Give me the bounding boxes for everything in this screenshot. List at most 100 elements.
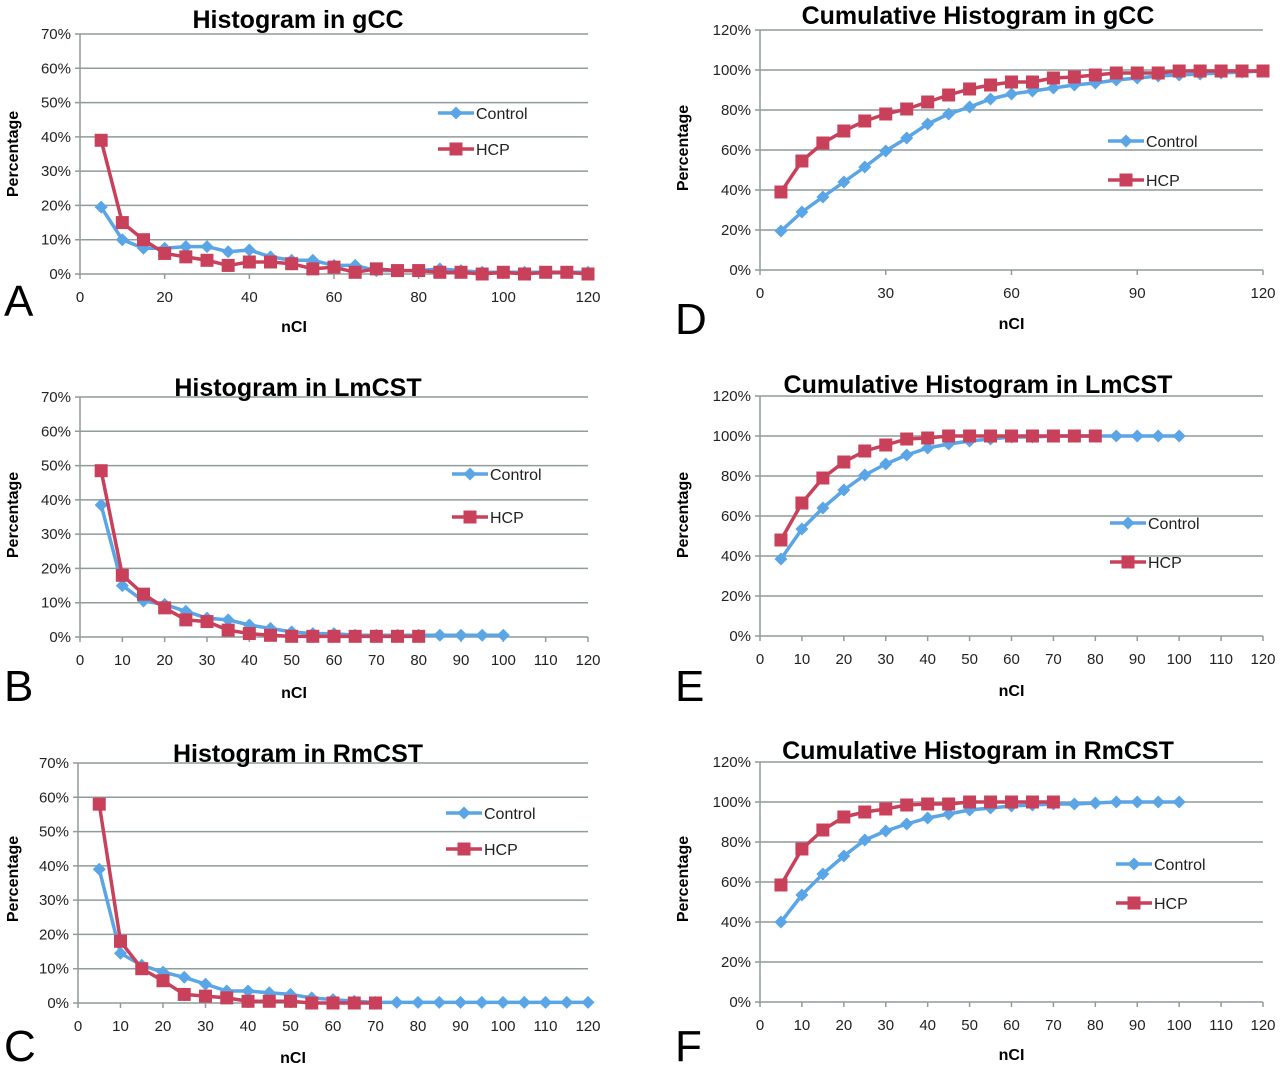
x-tick-label: 100 bbox=[490, 1018, 515, 1035]
x-tick-label: 50 bbox=[961, 651, 978, 668]
data-point-control bbox=[963, 100, 977, 114]
y-tick-label: 120% bbox=[713, 388, 751, 405]
y-tick-label: 60% bbox=[41, 423, 71, 440]
data-point-hcp bbox=[1193, 64, 1207, 78]
data-point-control bbox=[517, 995, 531, 1009]
x-tick-label: 50 bbox=[283, 652, 300, 669]
data-point-hcp bbox=[774, 533, 788, 547]
series-hcp bbox=[94, 464, 426, 643]
y-tick-label: 80% bbox=[721, 468, 751, 485]
series-hcp bbox=[94, 133, 595, 281]
data-point-hcp bbox=[327, 629, 341, 643]
data-point-hcp bbox=[158, 246, 172, 260]
data-point-control bbox=[200, 240, 214, 254]
legend-marker-hcp bbox=[1119, 173, 1133, 187]
y-tick-label: 0% bbox=[47, 995, 69, 1012]
chart-A: 0% 10% 20% 30% 40% 50% 60% 70% 0 20 40 60 80 100 120 Co… bbox=[5, 6, 601, 336]
data-point-control bbox=[774, 915, 788, 929]
data-point-control bbox=[795, 522, 809, 536]
x-tick-label: 120 bbox=[1250, 651, 1275, 668]
legend-marker-hcp bbox=[457, 842, 471, 856]
legend-label-hcp: HCP bbox=[476, 142, 510, 159]
data-point-control bbox=[199, 977, 212, 991]
data-point-hcp bbox=[984, 78, 998, 92]
data-point-hcp bbox=[306, 262, 320, 276]
panel-label-B: B bbox=[4, 662, 34, 711]
legend: Control HCP bbox=[438, 106, 528, 159]
x-tick-label: 40 bbox=[241, 289, 258, 306]
data-point-hcp bbox=[92, 797, 106, 811]
x-tick-label: 110 bbox=[534, 652, 558, 669]
x-tick-label: 100 bbox=[1167, 1017, 1192, 1034]
legend-label-hcp: HCP bbox=[1148, 555, 1182, 572]
y-tick-label: 120% bbox=[713, 22, 751, 39]
y-tick-label: 80% bbox=[721, 834, 751, 851]
x-tick-label: 20 bbox=[835, 1017, 852, 1034]
legend-marker-control bbox=[1119, 134, 1133, 148]
data-point-control bbox=[858, 160, 872, 174]
data-point-hcp bbox=[837, 810, 851, 824]
x-tick-label: 30 bbox=[877, 285, 894, 302]
y-axis-label: Percentage bbox=[675, 472, 692, 558]
x-tick-label: 0 bbox=[76, 289, 84, 306]
data-point-control bbox=[581, 995, 595, 1009]
data-point-hcp bbox=[1067, 70, 1081, 84]
x-tick-label: 90 bbox=[1129, 285, 1146, 302]
x-tick-label: 40 bbox=[919, 1017, 936, 1034]
x-tick-label: 80 bbox=[410, 289, 427, 306]
y-tick-label: 70% bbox=[41, 389, 71, 406]
panel-B: 0% 10% 20% 30% 40% 50% 60% 70% 0 10 20 30 40 50 60 70 80… bbox=[0, 360, 640, 717]
data-point-control bbox=[221, 245, 235, 259]
y-tick-label: 40% bbox=[721, 182, 751, 199]
data-point-hcp bbox=[900, 432, 914, 446]
y-tick-label: 20% bbox=[721, 588, 751, 605]
x-tick-label: 40 bbox=[241, 652, 258, 669]
x-tick-label: 120 bbox=[575, 289, 600, 306]
data-point-hcp bbox=[795, 842, 809, 856]
y-tick-label: 20% bbox=[41, 560, 71, 577]
data-point-control bbox=[942, 107, 956, 121]
x-tick-label: 70 bbox=[1045, 1017, 1062, 1034]
legend-marker-hcp bbox=[463, 510, 477, 524]
legend-label-control: Control bbox=[1146, 134, 1198, 151]
data-point-hcp bbox=[285, 629, 299, 643]
data-point-hcp bbox=[179, 613, 193, 627]
y-tick-label: 60% bbox=[721, 142, 751, 159]
data-point-hcp bbox=[1109, 66, 1123, 80]
data-point-control bbox=[774, 552, 788, 566]
data-point-hcp bbox=[560, 265, 574, 279]
data-point-hcp bbox=[348, 629, 362, 643]
chart-B: 0% 10% 20% 30% 40% 50% 60% 70% 0 10 20 30 40 50 60 70 80… bbox=[5, 374, 601, 702]
data-point-hcp bbox=[221, 258, 235, 272]
data-point-hcp bbox=[326, 996, 340, 1010]
x-axis-label: nCI bbox=[999, 683, 1025, 700]
chart-title: Histogram in LmCST bbox=[174, 374, 421, 402]
chart-C: 0% 10% 20% 30% 40% 50% 60% 70% 0 10 20 30 40 50 60 70 80… bbox=[5, 740, 601, 1067]
x-tick-label: 50 bbox=[282, 1018, 299, 1035]
data-point-control bbox=[1109, 429, 1123, 443]
legend-label-hcp: HCP bbox=[1146, 173, 1180, 190]
y-tick-label: 20% bbox=[41, 197, 71, 214]
y-tick-label: 10% bbox=[41, 595, 71, 612]
data-point-control bbox=[496, 995, 510, 1009]
data-point-hcp bbox=[879, 802, 893, 816]
y-tick-label: 10% bbox=[39, 961, 69, 978]
legend: Control HCP bbox=[1116, 857, 1206, 913]
data-point-hcp bbox=[135, 962, 149, 976]
data-point-hcp bbox=[115, 216, 129, 230]
data-point-hcp bbox=[369, 629, 383, 643]
series-control bbox=[774, 64, 1270, 238]
series-line-hcp bbox=[99, 470, 419, 639]
series-hcp bbox=[774, 429, 1102, 547]
data-point-control bbox=[921, 441, 935, 455]
data-point-hcp bbox=[1088, 68, 1102, 82]
data-point-hcp bbox=[858, 805, 872, 819]
legend-label-control: Control bbox=[1154, 857, 1206, 874]
y-tick-label: 20% bbox=[39, 926, 69, 943]
y-tick-label: 0% bbox=[49, 266, 71, 283]
data-point-hcp bbox=[369, 262, 383, 276]
x-tick-label: 20 bbox=[156, 289, 173, 306]
data-point-hcp bbox=[942, 88, 956, 102]
data-point-hcp bbox=[921, 95, 935, 109]
x-tick-label: 110 bbox=[1209, 1017, 1233, 1034]
